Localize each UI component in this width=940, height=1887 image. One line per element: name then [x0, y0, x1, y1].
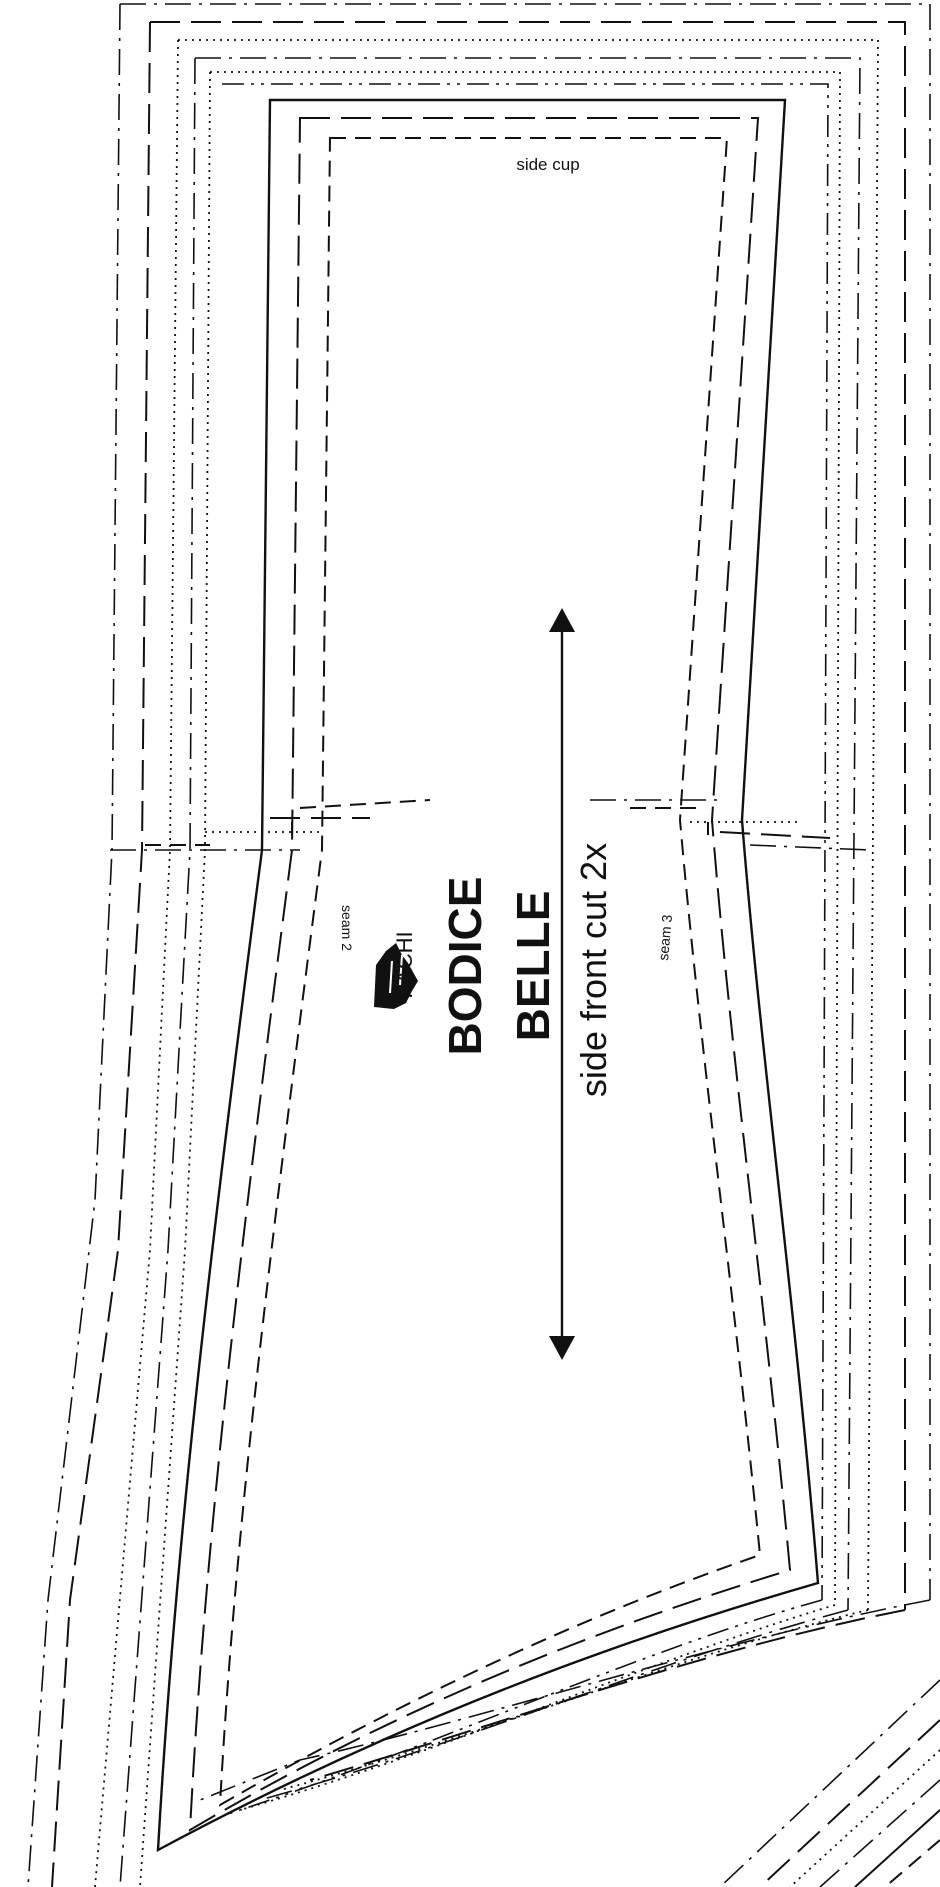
size-lines-outer [120, 3, 931, 1611]
seam-2-label: seam 2 [339, 905, 355, 951]
grainline-arrow [549, 608, 575, 1360]
piece-title-belle: BELLE [507, 891, 559, 1042]
seam-line-1 [188, 117, 792, 1832]
size-lines-bottom [199, 1599, 931, 1816]
seam-line-2 [218, 137, 762, 1807]
cutting-instruction: side front cut 2x [573, 843, 614, 1097]
hand-logo-icon [374, 943, 418, 1009]
cut-line-solid [156, 98, 820, 1853]
svg-text:KACHI: KACHI [392, 931, 417, 998]
seam-3-label: seam 3 [655, 914, 675, 961]
match-marks [110, 799, 871, 851]
piece-title-bodice: BODICE [439, 877, 491, 1056]
kachi-logo: KACHI [374, 931, 418, 1009]
size-lines-left [27, 3, 211, 1887]
adjacent-piece-corner [719, 1679, 940, 1887]
double-arrow-icon [549, 608, 575, 632]
side-cup-label: side cup [516, 155, 579, 174]
